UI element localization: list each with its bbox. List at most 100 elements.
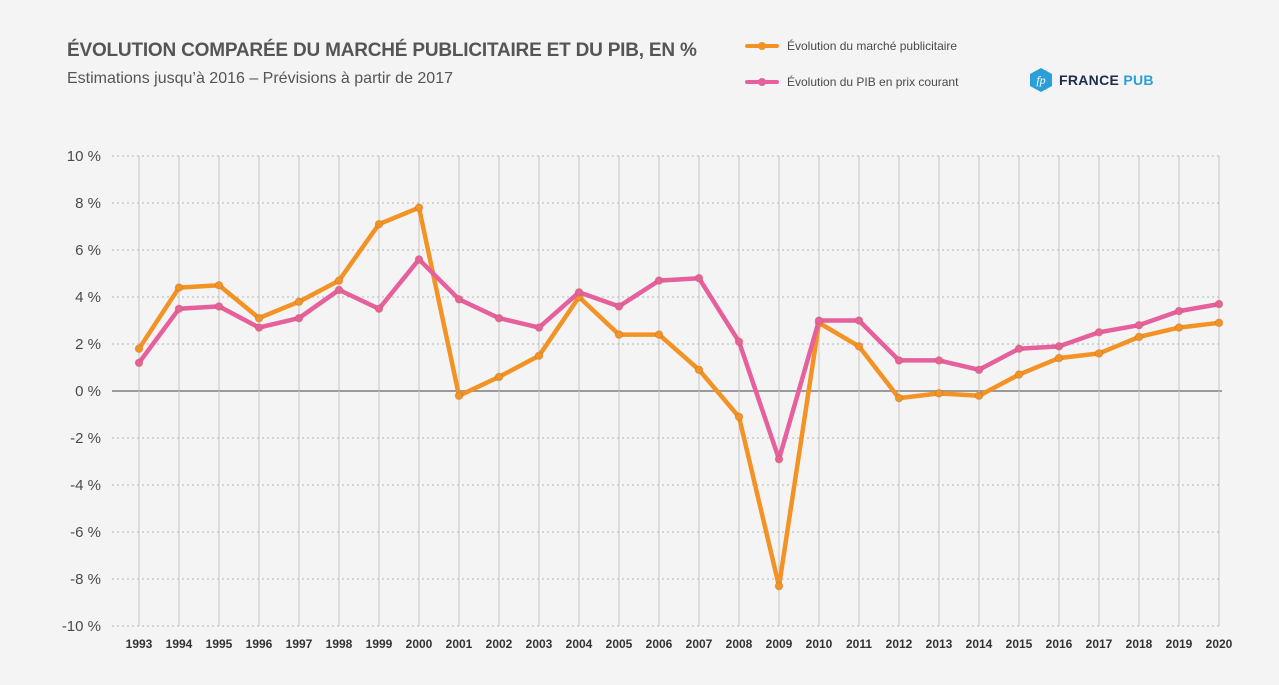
x-tick-label: 1993 — [126, 637, 153, 651]
series-line-0 — [136, 205, 1222, 589]
data-point-0 — [534, 351, 544, 361]
y-tick-label: 2 % — [75, 336, 101, 353]
data-point-0 — [254, 313, 264, 323]
data-point-1 — [1214, 299, 1224, 309]
data-point-0 — [1094, 349, 1104, 358]
x-tick-label: 1994 — [166, 637, 193, 651]
x-tick-label: 2018 — [1126, 637, 1153, 651]
x-tick-label: 2004 — [566, 637, 593, 651]
x-tick-label: 1997 — [286, 637, 313, 651]
x-tick-label: 2017 — [1086, 637, 1113, 651]
data-point-1 — [1054, 342, 1064, 351]
y-tick-label: -6 % — [70, 524, 101, 541]
x-tick-label: 2008 — [726, 637, 753, 651]
data-point-1 — [734, 337, 744, 346]
y-tick-label: -4 % — [70, 477, 101, 494]
x-tick-label: 2000 — [406, 637, 433, 651]
chart-title: ÉVOLUTION COMPARÉE DU MARCHÉ PUBLICITAIR… — [67, 40, 697, 61]
data-point-1 — [694, 273, 704, 283]
data-point-1 — [974, 365, 984, 375]
x-tick-label: 2010 — [806, 637, 833, 651]
data-point-0 — [414, 203, 424, 212]
data-point-1 — [414, 255, 424, 264]
data-point-0 — [1134, 332, 1144, 342]
x-tick-label: 2001 — [446, 637, 473, 651]
data-point-0 — [734, 412, 744, 422]
data-point-1 — [1094, 327, 1104, 337]
logo-text: FRANCE PUB — [1059, 72, 1154, 88]
series-line-1 — [136, 257, 1222, 462]
data-point-1 — [894, 356, 904, 365]
x-tick-label: 1995 — [206, 637, 233, 651]
data-point-0 — [1014, 370, 1024, 379]
data-point-0 — [854, 342, 864, 351]
data-point-0 — [614, 330, 624, 339]
data-point-1 — [1014, 344, 1024, 354]
data-point-1 — [494, 313, 504, 323]
data-point-0 — [694, 365, 704, 375]
y-tick-label: 4 % — [75, 289, 101, 306]
data-point-1 — [654, 276, 664, 285]
fp-hexagon-icon: fp — [1030, 68, 1052, 92]
x-tick-label: 2019 — [1166, 637, 1193, 651]
data-point-1 — [254, 323, 264, 332]
data-point-1 — [574, 288, 584, 297]
data-point-0 — [934, 389, 944, 398]
data-point-0 — [494, 372, 504, 382]
logo-text-main: FRANCE — [1059, 72, 1120, 88]
y-tick-label: 0 % — [75, 383, 101, 400]
data-point-0 — [974, 391, 984, 401]
x-tick-label: 2009 — [766, 637, 793, 651]
data-point-1 — [814, 316, 824, 325]
y-tick-label: 10 % — [67, 148, 101, 165]
data-point-1 — [134, 358, 144, 368]
data-point-0 — [1214, 318, 1224, 328]
legend-swatch-ad-market — [745, 42, 779, 50]
legend-swatch-gdp-dot — [758, 78, 766, 86]
data-point-0 — [454, 391, 464, 401]
x-tick-label: 2007 — [686, 637, 713, 651]
data-point-0 — [1054, 353, 1064, 363]
data-point-0 — [334, 276, 344, 285]
legend-label-gdp: Évolution du PIB en prix courant — [787, 75, 959, 89]
y-tick-label: 8 % — [75, 195, 101, 212]
y-tick-label: -2 % — [70, 430, 101, 447]
data-point-0 — [174, 283, 184, 292]
x-tick-label: 1999 — [366, 637, 393, 651]
legend-item-gdp: Évolution du PIB en prix courant — [745, 72, 958, 92]
data-point-0 — [774, 581, 784, 591]
x-tick-label: 2020 — [1206, 637, 1233, 651]
x-tick-label: 2013 — [926, 637, 953, 651]
legend-swatch-ad-market-dot — [758, 42, 766, 50]
legend-label-ad-market: Évolution du marché publicitaire — [787, 39, 958, 53]
x-tick-label: 1998 — [326, 637, 353, 651]
data-point-1 — [294, 313, 304, 323]
data-point-0 — [214, 280, 224, 290]
data-point-1 — [534, 323, 544, 332]
data-point-1 — [774, 454, 784, 464]
data-point-1 — [374, 304, 384, 314]
x-tick-label: 2003 — [526, 637, 553, 651]
data-point-0 — [374, 219, 384, 229]
x-tick-label: 2011 — [846, 637, 872, 651]
chart-subtitle: Estimations jusqu’à 2016 – Prévisions à … — [67, 70, 453, 87]
x-tick-label: 2016 — [1046, 637, 1073, 651]
data-point-1 — [334, 285, 344, 295]
data-point-0 — [894, 393, 904, 403]
x-tick-label: 2014 — [966, 637, 993, 651]
data-point-1 — [454, 295, 464, 304]
data-point-1 — [854, 316, 864, 325]
data-point-0 — [294, 297, 304, 307]
data-point-0 — [134, 344, 144, 354]
x-tick-label: 2012 — [886, 637, 913, 651]
data-point-1 — [174, 304, 184, 314]
svg-text:fp: fp — [1036, 73, 1045, 87]
x-tick-label: 2002 — [486, 637, 513, 651]
data-point-0 — [1174, 323, 1184, 332]
y-tick-label: -10 % — [62, 618, 101, 635]
x-tick-label: 2006 — [646, 637, 673, 651]
x-tick-label: 2005 — [606, 637, 633, 651]
data-point-1 — [1134, 320, 1144, 330]
data-point-1 — [934, 356, 944, 365]
